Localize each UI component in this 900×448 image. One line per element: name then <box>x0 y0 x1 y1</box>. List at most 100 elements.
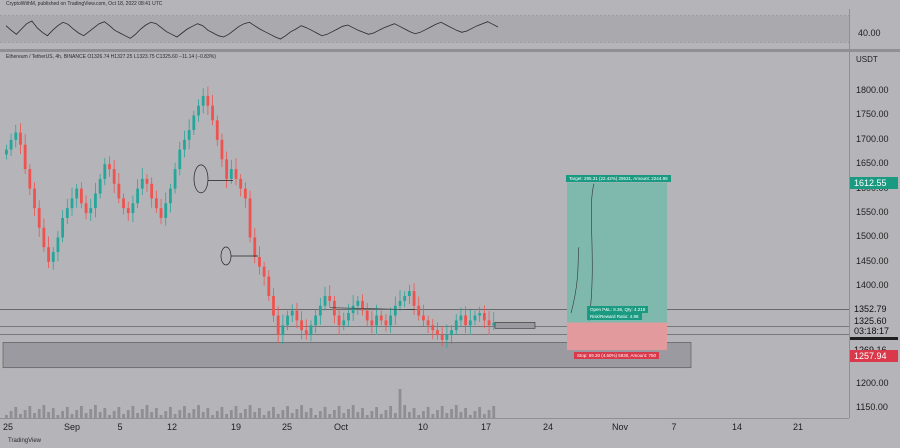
candle-body <box>450 330 453 336</box>
candle-body <box>468 320 472 326</box>
volume-bar <box>393 413 397 418</box>
candle-body <box>356 300 360 306</box>
time-tick-label: 24 <box>543 422 553 432</box>
time-axis[interactable]: 25 Sep 5 12 19 25 Oct 10 17 24 Nov 7 14 21 <box>0 418 849 437</box>
price-panel[interactable] <box>0 52 849 418</box>
rsi-panel[interactable] <box>0 9 849 49</box>
target-zone <box>567 182 667 323</box>
time-tick-label: 5 <box>117 422 122 432</box>
publisher-text: CryptoWithM, published on TradingView.co… <box>6 1 163 7</box>
candle-body <box>328 296 332 301</box>
volume-bar <box>9 411 13 418</box>
volume-bar <box>459 412 463 418</box>
volume-bar <box>417 415 421 418</box>
volume-bar <box>220 407 224 418</box>
candle-body <box>290 310 294 316</box>
volume-bar <box>5 415 8 418</box>
candle-body <box>37 208 41 228</box>
stop-label: Stop: 59.30 (4.50%) 5930, Amount: 750 <box>574 352 660 360</box>
symbol-info: Ethereum / TetherUS, 4h, BINANCE O1326.7… <box>6 54 216 60</box>
bar-countdown-label: 03:18:17 <box>850 324 898 337</box>
volume-bar <box>234 406 238 418</box>
volume-bar <box>183 406 186 418</box>
volume-bar <box>187 413 191 418</box>
volume-bar <box>75 410 79 418</box>
target-label: Target: 295.31 (22.42%) 29531, Amount: 2… <box>566 174 671 182</box>
candle-body <box>103 164 107 179</box>
candle-body <box>248 198 252 238</box>
volume-bar <box>112 411 116 418</box>
candle-body <box>304 330 308 336</box>
volume-bar <box>431 414 435 418</box>
annotation-circle <box>220 246 232 266</box>
volume-bar <box>122 414 125 418</box>
time-tick-label: 19 <box>231 422 241 432</box>
volume-bar <box>262 415 266 418</box>
candle-body <box>478 313 482 316</box>
candle-body <box>70 198 74 209</box>
volume-bar <box>253 412 257 418</box>
volume-bar <box>403 405 407 418</box>
candle-body <box>295 310 299 321</box>
candle-body <box>28 169 32 189</box>
volume-bar <box>290 413 294 418</box>
candle-body <box>347 313 350 321</box>
candle-body <box>42 227 46 248</box>
candle-body <box>454 320 458 331</box>
candle-body <box>187 130 191 140</box>
candle-body <box>239 178 243 189</box>
candle-body <box>154 198 158 209</box>
candle-body <box>445 335 449 340</box>
candle-body <box>14 132 18 140</box>
candle-body <box>5 149 8 155</box>
price-axis-marker: 1352.79 <box>850 303 898 316</box>
candle-body <box>183 139 186 150</box>
price-axis-marker: 1612.55 <box>850 176 898 189</box>
volume-bar <box>440 406 444 418</box>
candle-body <box>108 164 111 170</box>
volume-bar <box>337 406 341 418</box>
candle-body <box>323 296 327 306</box>
volume-bar <box>356 412 360 418</box>
price-tick-label: 1200.00 <box>856 377 889 388</box>
time-axis-plot: 25 Sep 5 12 19 25 Oct 10 17 24 Nov 7 14 21 <box>3 422 803 432</box>
candle-body <box>309 325 313 336</box>
candle-body <box>225 159 229 179</box>
volume-bar <box>117 407 121 418</box>
volume-bar <box>42 405 46 418</box>
candle-body <box>342 320 346 326</box>
volume-bar <box>487 410 491 418</box>
volume-bar <box>492 406 496 418</box>
stop-zone <box>567 322 667 351</box>
volume-bar <box>314 415 318 418</box>
volume-bar <box>398 389 402 418</box>
pane-separator[interactable] <box>0 49 900 52</box>
rsi-plot <box>0 15 849 43</box>
volume-bar <box>215 411 219 418</box>
volume-bar <box>211 415 214 418</box>
volume-bar <box>281 410 285 418</box>
price-axis-marker: 1257.94 <box>850 349 898 362</box>
volume-bar <box>248 405 252 418</box>
candle-body <box>131 203 135 214</box>
tradingview-logo: TradingView <box>8 438 42 444</box>
candle-body <box>75 188 79 199</box>
candle-body <box>94 193 97 209</box>
volume-bar <box>384 410 388 418</box>
candle-body <box>370 320 374 326</box>
volume-bar <box>295 409 299 418</box>
time-tick-label: Sep <box>64 422 80 432</box>
time-tick-label: 12 <box>167 422 177 432</box>
candle-body <box>314 315 318 326</box>
volume-bar <box>426 407 430 418</box>
time-tick-label: 21 <box>793 422 803 432</box>
candle-body <box>492 322 496 326</box>
volume-bar <box>272 407 275 418</box>
volume-bar <box>131 406 135 418</box>
candle-body <box>431 325 435 331</box>
volume-bar <box>103 408 107 418</box>
price-tick-label: 1650.00 <box>856 158 889 169</box>
candle-body <box>422 315 425 321</box>
candle-body <box>65 208 69 218</box>
candle-body <box>267 276 271 296</box>
